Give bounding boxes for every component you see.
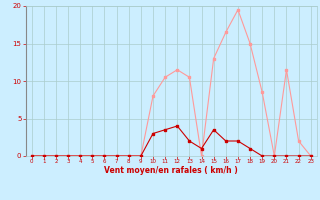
X-axis label: Vent moyen/en rafales ( km/h ): Vent moyen/en rafales ( km/h ) — [104, 166, 238, 175]
